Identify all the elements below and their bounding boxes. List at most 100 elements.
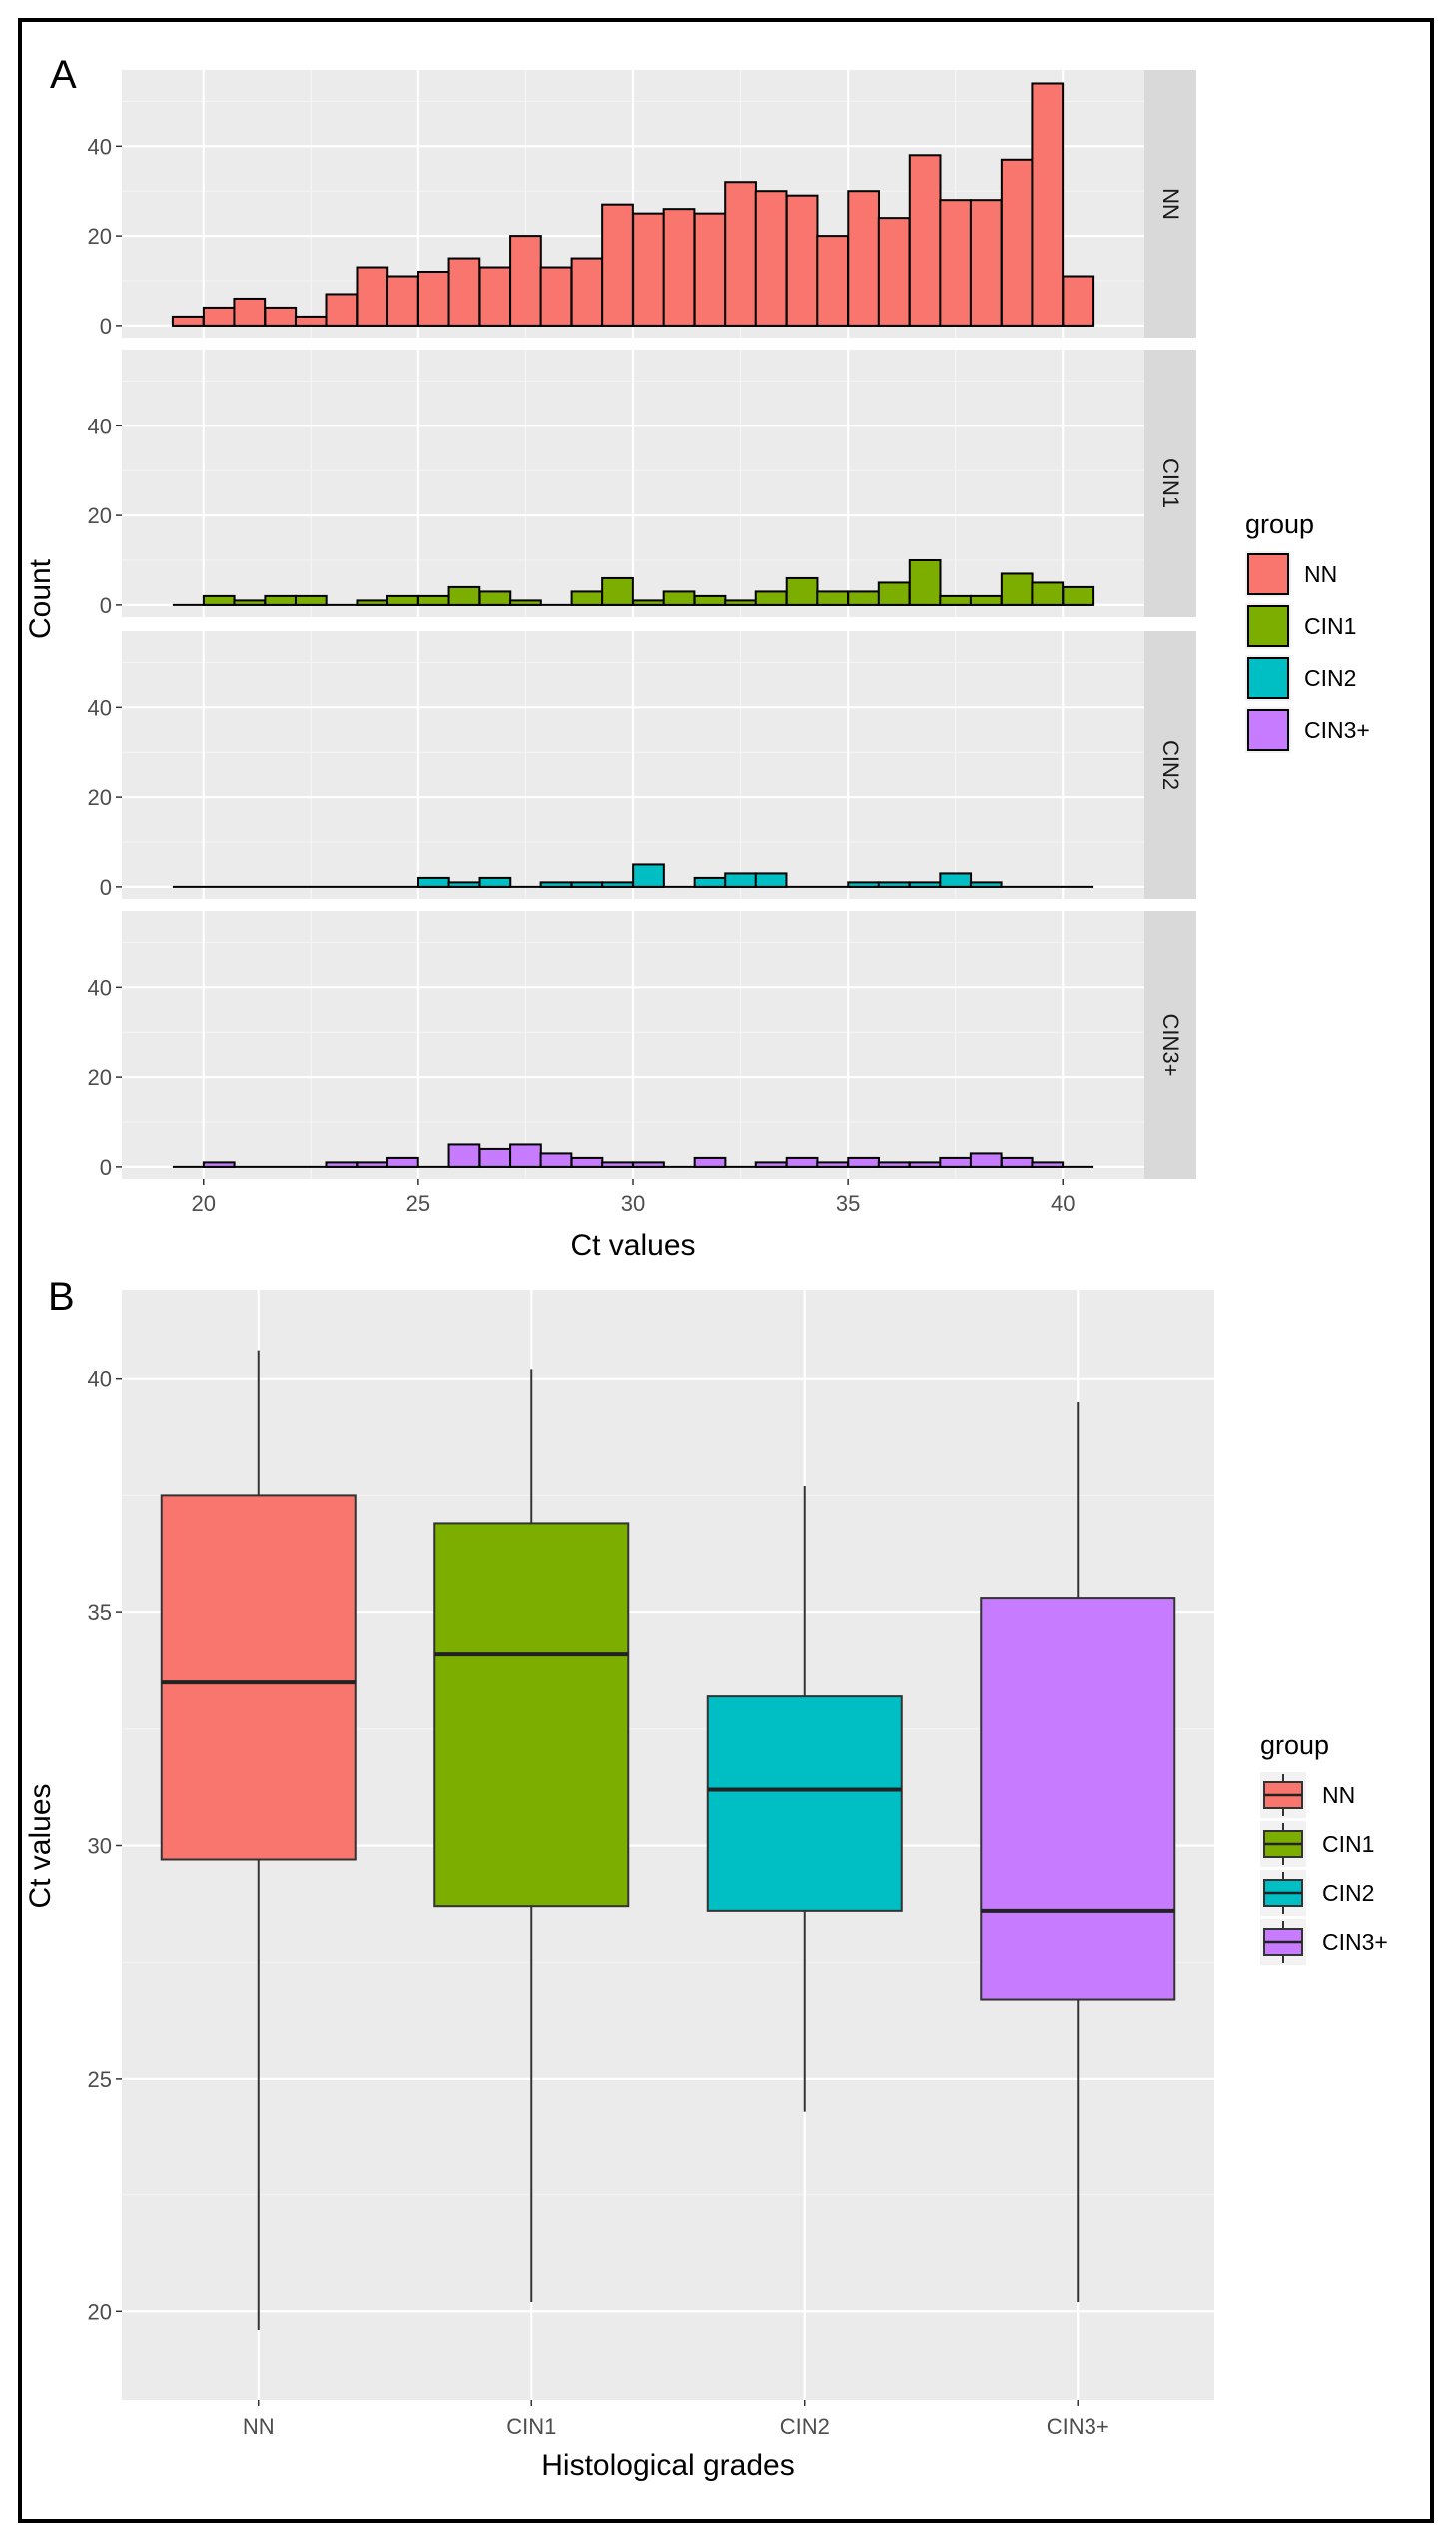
- histogram-bar: [877, 881, 911, 888]
- y-tick-label: 40: [88, 134, 112, 159]
- histogram-bar: [816, 235, 849, 327]
- histogram-bar: [939, 1156, 973, 1168]
- facet-strip-label: CIN3+: [1158, 1014, 1183, 1077]
- y-tick-label: 40: [88, 414, 112, 438]
- boxplot-panel: [122, 1290, 1214, 2400]
- y-tick-label: 0: [100, 314, 112, 339]
- histogram-bar: [386, 1156, 419, 1168]
- histogram-bar: [539, 266, 573, 327]
- legend-label: CIN3+: [1304, 717, 1370, 743]
- y-tick-label: 40: [88, 1367, 112, 1392]
- histogram-bar: [877, 1161, 911, 1168]
- histogram-bar: [754, 1161, 788, 1168]
- histogram-bar: [478, 266, 512, 327]
- legend: group NN CIN1 CIN2 CIN3+: [1260, 1730, 1388, 1965]
- histogram-bar: [539, 1152, 573, 1168]
- histogram-bar: [847, 590, 880, 606]
- histogram-bar: [264, 594, 298, 606]
- histogram-bar: [908, 558, 942, 606]
- histogram-bar: [662, 208, 696, 327]
- histogram-bar: [969, 199, 1003, 327]
- box-nn: [160, 1350, 357, 2330]
- legend-label: NN: [1304, 561, 1337, 587]
- histogram-bar: [908, 881, 942, 888]
- x-tick-label: 25: [406, 1191, 430, 1216]
- x-tick-label: 40: [1051, 1191, 1075, 1216]
- facet-strip: [1144, 70, 1196, 338]
- legend-label: CIN3+: [1322, 1929, 1388, 1955]
- legend-swatch: [1247, 709, 1289, 751]
- histogram-bar: [1000, 572, 1034, 606]
- histogram-bar: [570, 881, 604, 888]
- histogram-bar: [202, 306, 236, 327]
- y-tick-label: 0: [100, 593, 112, 618]
- histogram-bar: [785, 194, 819, 327]
- box-cin3-plus: [980, 1402, 1176, 2302]
- y-tick-label: 40: [88, 695, 112, 720]
- y-tick-label: 30: [88, 1834, 112, 1859]
- legend-title: group: [1260, 1730, 1329, 1760]
- facet-strip: [1144, 911, 1196, 1179]
- histogram-bar: [693, 594, 727, 606]
- legend-label: CIN2: [1304, 665, 1356, 691]
- x-tick-label: CIN2: [780, 2414, 830, 2439]
- box-cin2: [706, 1486, 903, 2112]
- histogram-bar: [847, 190, 880, 327]
- histogram-bar: [754, 190, 788, 327]
- panel-a-letter: A: [50, 53, 77, 97]
- histogram-bar: [908, 154, 942, 327]
- y-axis-title: Ct values: [24, 1783, 57, 1908]
- histogram-bar: [632, 1161, 665, 1168]
- histogram-bar: [693, 212, 727, 327]
- legend: group NN CIN1 CIN2 CIN3+: [1245, 509, 1370, 753]
- x-axis-title: Ct values: [570, 1229, 695, 1262]
- legend-label: NN: [1322, 1782, 1355, 1808]
- facet-strip: [1144, 350, 1196, 617]
- histogram-bar: [662, 590, 696, 606]
- histogram-bar: [601, 203, 634, 327]
- histogram-bar: [171, 315, 205, 327]
- y-tick-label: 20: [88, 785, 112, 810]
- legend-label: CIN2: [1322, 1880, 1374, 1906]
- histogram-bar: [417, 876, 450, 888]
- histogram-bar: [969, 1152, 1003, 1168]
- y-tick-label: 20: [88, 2299, 112, 2324]
- y-tick-label: 25: [88, 2067, 112, 2092]
- histogram-bar: [877, 217, 911, 327]
- histogram-bar: [509, 1143, 542, 1168]
- histogram-bar: [417, 271, 450, 327]
- histogram-bar: [724, 872, 757, 888]
- histogram-bar: [693, 1156, 727, 1168]
- histogram-bar: [570, 590, 604, 606]
- histogram-bar: [356, 1161, 389, 1168]
- histogram-bar: [356, 599, 389, 606]
- histogram-bar: [233, 297, 267, 327]
- x-tick-label: 30: [621, 1191, 645, 1216]
- box-body: [433, 1522, 630, 1908]
- histogram-bar: [785, 576, 819, 606]
- y-tick-label: 20: [88, 1065, 112, 1090]
- box-cin1: [433, 1369, 630, 2302]
- legend-label: CIN1: [1304, 613, 1356, 639]
- x-tick-label: 35: [836, 1191, 860, 1216]
- histogram-bar: [847, 1156, 880, 1168]
- figure-frame: [18, 18, 1434, 2523]
- histogram-bar: [847, 881, 880, 888]
- y-tick-label: 35: [88, 1600, 112, 1625]
- facet-cin1: 0 20 40 CIN1: [88, 350, 1196, 618]
- histogram-bar: [539, 881, 573, 888]
- legend-label: CIN1: [1322, 1831, 1374, 1857]
- histogram-bar: [570, 1156, 604, 1168]
- histogram-bar: [601, 1161, 634, 1168]
- legend-title: group: [1245, 509, 1314, 539]
- histogram-bar: [478, 590, 512, 606]
- facet-strip: [1144, 631, 1196, 899]
- y-tick-label: 20: [88, 503, 112, 528]
- histogram-bar: [1062, 275, 1095, 327]
- x-axis-title: Histological grades: [541, 2449, 794, 2482]
- y-axis-title: Count: [24, 558, 57, 639]
- legend-swatch: [1247, 553, 1289, 595]
- histogram-bar: [601, 576, 634, 606]
- x-tick-label: 20: [192, 1191, 216, 1216]
